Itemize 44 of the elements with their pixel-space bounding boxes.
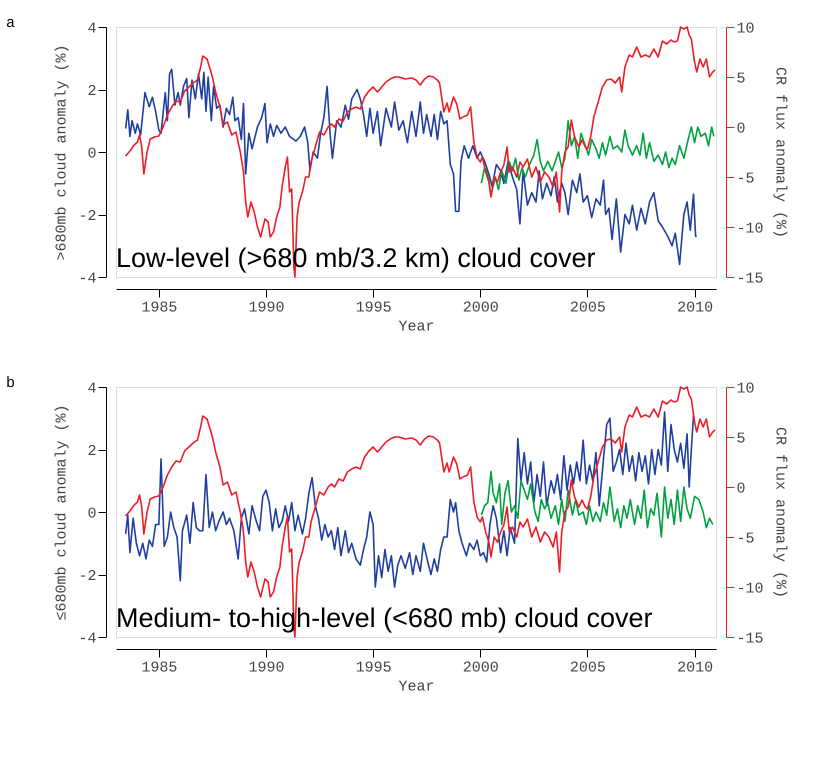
x-tick-label: 2010: [677, 300, 714, 316]
line-series: [480, 470, 714, 538]
y2-tick-label: 10: [736, 380, 755, 398]
x-tick-label: 1985: [141, 660, 178, 676]
x-tick-label: 2005: [570, 300, 606, 316]
y2-tick-label: -15: [736, 630, 764, 648]
y2-tick-label: 0: [736, 480, 746, 498]
x-tick-label: 1990: [248, 660, 285, 676]
text: a: [6, 15, 16, 32]
y2-tick-label: 5: [736, 70, 746, 88]
y-tick-label: -2: [78, 208, 96, 225]
y-tick-label: 4: [87, 20, 96, 38]
y-axis-title: >680mb cloud anomaly (%): [53, 44, 70, 261]
y2-tick-label: -15: [736, 270, 764, 288]
line-series: [124, 411, 694, 588]
y-axis-title: ≤680mb cloud anomaly (%): [53, 404, 70, 621]
y-tick-label: -4: [78, 630, 96, 648]
x-tick-label: 2000: [462, 660, 499, 676]
y2-tick-label: -10: [736, 220, 764, 238]
x-tick-label: 1995: [356, 660, 392, 676]
x-axis-title: Year: [398, 678, 435, 696]
y-tick-label: 2: [87, 443, 96, 460]
x-tick-label: 2010: [677, 660, 714, 676]
y-tick-label: 0: [87, 146, 96, 162]
y2-tick-label: 10: [736, 20, 755, 38]
text: b: [6, 375, 16, 392]
x-tick-label: 2000: [462, 300, 499, 316]
y2-axis-title: CR flux anomaly (%): [772, 66, 789, 238]
x-tick-label: 1995: [356, 300, 392, 316]
x-tick-label: 2005: [570, 660, 606, 676]
y2-axis-title: CR flux anomaly (%): [772, 426, 789, 598]
y2-tick-label: -5: [736, 530, 755, 548]
y-tick-label: 4: [87, 380, 96, 398]
y2-tick-label: 5: [736, 430, 746, 448]
y-tick-label: 2: [87, 83, 96, 100]
y2-tick-label: -5: [736, 170, 755, 188]
y2-tick-label: 0: [736, 120, 746, 138]
y-tick-label: -2: [78, 568, 96, 585]
y2-tick-label: -10: [736, 580, 764, 598]
y-tick-label: 0: [87, 506, 96, 522]
x-tick-label: 1990: [248, 300, 285, 316]
x-tick-label: 1985: [141, 300, 178, 316]
y-tick-label: -4: [78, 270, 96, 288]
x-axis-title: Year: [398, 318, 435, 336]
